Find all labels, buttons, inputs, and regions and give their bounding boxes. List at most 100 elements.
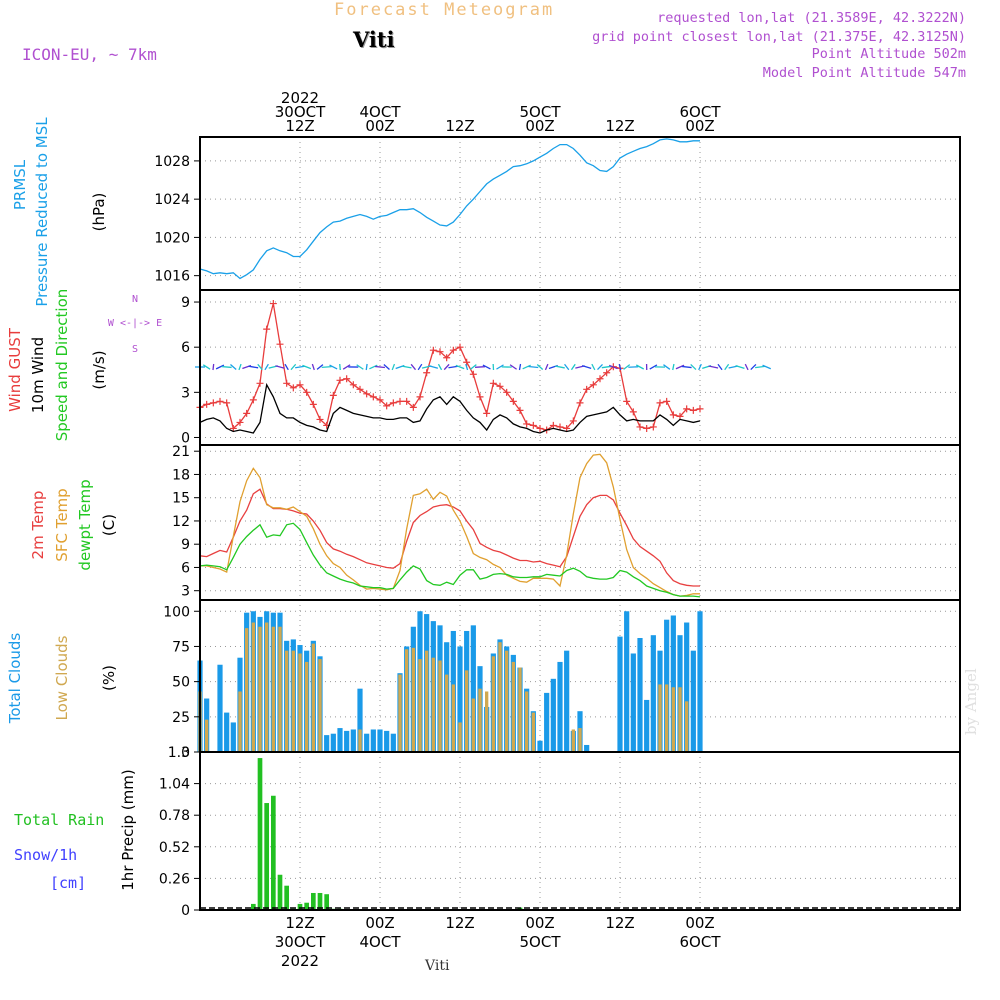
bar-total-clouds bbox=[370, 729, 376, 752]
marker-gust bbox=[583, 385, 591, 393]
y-tick-label: 75 bbox=[172, 639, 190, 655]
y-tick-label: 3 bbox=[181, 584, 190, 600]
marker-gust bbox=[489, 379, 497, 387]
marker-gust bbox=[356, 385, 364, 393]
gridpoint-coords: grid point closest lon,lat (21.375E, 42.… bbox=[592, 29, 966, 45]
marker-gust bbox=[423, 369, 431, 377]
bar-low-clouds bbox=[491, 656, 495, 752]
line-dewpt-temp bbox=[199, 522, 701, 598]
wind-direction-arrow bbox=[212, 363, 215, 371]
marker-gust bbox=[643, 424, 651, 432]
marker-gust bbox=[369, 393, 377, 401]
wind-direction-arrow bbox=[528, 365, 539, 369]
marker-gust bbox=[509, 397, 517, 405]
marker-gust bbox=[223, 399, 231, 407]
bar-low-clouds bbox=[278, 626, 282, 752]
bar-low-clouds bbox=[425, 650, 429, 752]
bar-low-clouds bbox=[298, 653, 302, 752]
line-prmsl bbox=[199, 138, 700, 280]
y-tick-label: 1016 bbox=[154, 269, 190, 285]
marker-gust bbox=[389, 399, 397, 407]
axis-ticks: 1016102010241028036936912151821025507510… bbox=[154, 89, 721, 970]
marker-gust bbox=[243, 409, 251, 417]
bar-total-rain bbox=[517, 907, 523, 910]
marker-gust bbox=[656, 399, 664, 407]
marker-gust bbox=[503, 388, 511, 396]
bar-total-clouds bbox=[357, 688, 363, 752]
label-pressure-unit: (hPa) bbox=[90, 193, 108, 232]
compass-n: N bbox=[132, 294, 138, 305]
bar-low-clouds bbox=[531, 712, 535, 752]
top-time-label: 12Z bbox=[605, 117, 634, 135]
marker-gust bbox=[303, 388, 311, 396]
label-prmsl: PRMSL bbox=[11, 159, 29, 210]
marker-gust bbox=[683, 405, 691, 413]
wind-direction-arrow bbox=[365, 363, 368, 371]
label-clouds-unit: (%) bbox=[100, 665, 118, 691]
wind-direction-arrow bbox=[690, 363, 697, 371]
wind-direction-arrow bbox=[339, 363, 341, 371]
marker-gust bbox=[649, 423, 657, 431]
wind-direction-arrow bbox=[290, 363, 297, 371]
wind-direction-arrow bbox=[329, 364, 338, 370]
bar-total-clouds bbox=[550, 678, 556, 752]
wind-direction-arrow bbox=[375, 365, 385, 369]
bar-total-clouds bbox=[564, 650, 570, 752]
marker-gust bbox=[409, 403, 417, 411]
wind-direction-arrow bbox=[448, 365, 459, 369]
marker-gust bbox=[449, 346, 457, 354]
y-tick-label: 6 bbox=[181, 560, 190, 576]
bar-low-clouds bbox=[525, 691, 529, 752]
wind-direction-arrow bbox=[443, 363, 450, 371]
marker-gust bbox=[463, 358, 471, 366]
marker-gust bbox=[569, 417, 577, 425]
bar-low-clouds bbox=[431, 657, 435, 752]
wind-direction-arrow bbox=[482, 364, 491, 370]
marker-gust bbox=[436, 348, 444, 356]
label-wind-gust: Wind GUST bbox=[6, 327, 24, 412]
top-time-label: 6OCT bbox=[680, 103, 722, 121]
y-tick-label: 0.78 bbox=[159, 808, 190, 824]
bar-low-clouds bbox=[471, 698, 475, 752]
top-time-label: 30OCT bbox=[275, 103, 326, 121]
wind-direction-arrow bbox=[238, 363, 242, 371]
model-point-altitude: Model Point Altitude 547m bbox=[762, 65, 966, 81]
bar-total-rain bbox=[324, 894, 329, 910]
marker-gust bbox=[576, 399, 584, 407]
bar-total-clouds bbox=[670, 615, 676, 752]
bar-total-clouds bbox=[637, 638, 643, 752]
bar-total-clouds bbox=[384, 730, 390, 752]
label-snow-cm: [cm] bbox=[50, 874, 86, 892]
marker-gust bbox=[329, 391, 337, 399]
bar-low-clouds bbox=[245, 628, 249, 752]
y-tick-label: 0.52 bbox=[159, 840, 190, 856]
bottom-time-label: 2022 bbox=[281, 952, 319, 970]
marker-gust bbox=[209, 399, 217, 407]
wind-direction-arrow bbox=[581, 365, 592, 369]
wind-direction-arrow bbox=[536, 364, 544, 370]
panel-frames bbox=[199, 136, 961, 911]
wind-direction-arrow bbox=[635, 364, 645, 370]
bottom-time-label: 30OCT bbox=[275, 933, 326, 951]
bar-low-clouds bbox=[658, 684, 662, 752]
bar-total-rain bbox=[284, 885, 289, 910]
wind-direction-arrow bbox=[230, 364, 237, 370]
wind-direction-arrow bbox=[257, 363, 263, 371]
label-precip-unit: 1hr Precip (mm) bbox=[119, 769, 137, 890]
bar-total-clouds bbox=[617, 636, 623, 752]
wind-direction-arrow bbox=[248, 365, 259, 369]
wind-direction-arrow bbox=[750, 363, 757, 371]
label-total-clouds: Total Clouds bbox=[6, 633, 24, 725]
bar-total-clouds bbox=[324, 735, 330, 752]
bar-low-clouds bbox=[411, 647, 415, 752]
bar-low-clouds bbox=[318, 659, 322, 752]
top-time-label: 00Z bbox=[525, 117, 554, 135]
bar-low-clouds bbox=[571, 729, 575, 752]
bar-low-clouds bbox=[291, 650, 295, 752]
wind-direction-arrow bbox=[735, 365, 745, 369]
wind-direction-arrow bbox=[316, 364, 324, 370]
marker-gust bbox=[249, 396, 257, 404]
bar-low-clouds bbox=[358, 729, 362, 752]
bar-low-clouds bbox=[511, 661, 515, 752]
wind-direction-arrow bbox=[509, 364, 517, 370]
